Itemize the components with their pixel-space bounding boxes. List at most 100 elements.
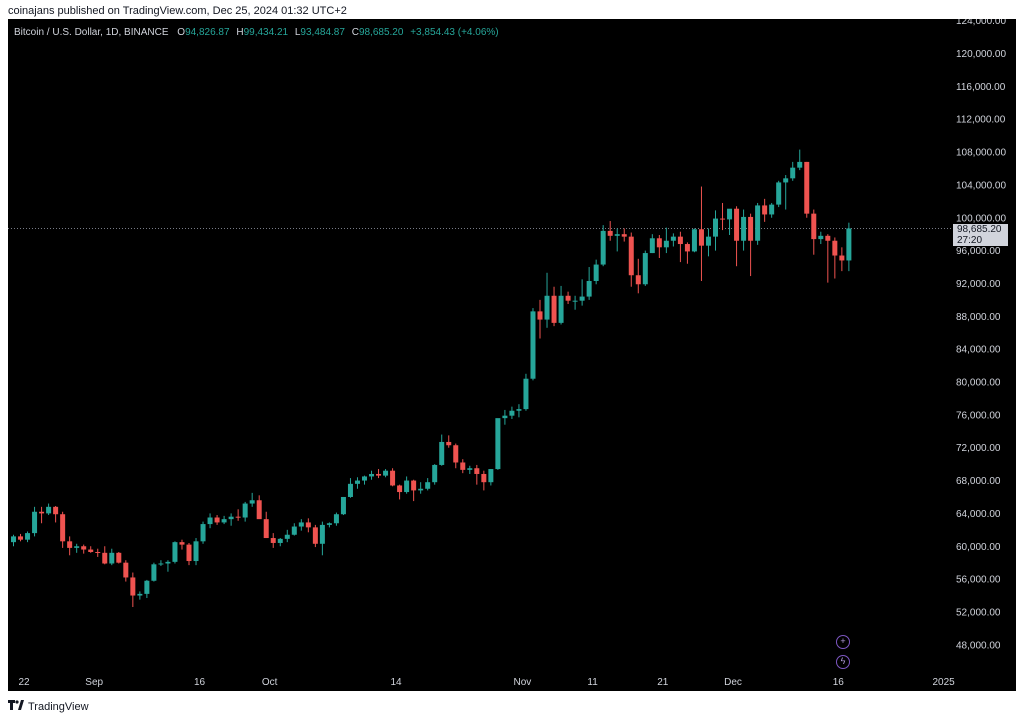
- y-tick-label: 108,000.00: [956, 148, 1006, 159]
- x-tick-label: Sep: [85, 677, 103, 688]
- candle-body: [123, 562, 129, 578]
- candle-body: [495, 418, 501, 470]
- candle-body: [593, 264, 599, 281]
- candle-body: [839, 255, 845, 261]
- candle-body: [705, 236, 711, 246]
- x-tick-label: Dec: [724, 677, 742, 688]
- candle-body: [263, 519, 269, 539]
- last-price-tag: 98,685.20 27:20: [953, 224, 1008, 246]
- candle-body: [383, 470, 389, 476]
- plus-circle-icon: +: [840, 636, 846, 646]
- candle-body: [32, 511, 38, 534]
- y-tick-label: 104,000.00: [956, 180, 1006, 191]
- candle-body: [586, 280, 592, 297]
- candle-body: [137, 593, 143, 596]
- candle-body: [516, 409, 522, 411]
- candle-body: [551, 295, 557, 323]
- candle-body: [193, 541, 199, 562]
- y-tick-label: 112,000.00: [956, 115, 1006, 126]
- candle-body: [677, 236, 683, 245]
- x-tick-label: 14: [390, 677, 402, 688]
- y-tick-label: 80,000.00: [956, 378, 1001, 389]
- candle-body: [488, 469, 494, 483]
- candle-body: [165, 561, 171, 564]
- y-tick-label: 72,000.00: [956, 443, 1001, 454]
- candle-body: [797, 161, 803, 168]
- candle-body: [326, 523, 332, 525]
- candle-body: [600, 230, 606, 265]
- candle-body: [537, 311, 543, 320]
- candle-body: [404, 480, 410, 493]
- candle-body: [432, 464, 438, 483]
- y-tick-label: 96,000.00: [956, 246, 1001, 257]
- symbol-legend[interactable]: Bitcoin / U.S. Dollar, 1D, BINANCE O94,8…: [14, 27, 503, 38]
- candle-body: [60, 514, 66, 542]
- candle-body: [460, 462, 466, 470]
- candle-body: [333, 514, 339, 524]
- tradingview-logo-icon: [8, 700, 24, 713]
- candle-body: [621, 234, 627, 237]
- candle-body: [25, 533, 31, 540]
- candle-body: [312, 527, 318, 544]
- add-indicator-button[interactable]: +: [836, 635, 850, 649]
- candle-body: [74, 546, 80, 548]
- y-tick-label: 100,000.00: [956, 213, 1006, 224]
- candlestick-chart[interactable]: 48,000.00 52,000.00 56,000.00 60,000.00 64,0…: [8, 19, 1016, 691]
- tradingview-brand-text: TradingView: [28, 700, 89, 713]
- candle-body: [207, 517, 213, 525]
- candle-body: [242, 503, 248, 518]
- candle-body: [565, 295, 571, 301]
- y-tick-label: 52,000.00: [956, 607, 1001, 618]
- candle-body: [340, 496, 346, 515]
- candle-body: [649, 238, 655, 254]
- candle-body: [720, 218, 726, 220]
- y-tick-label: 124,000.00: [956, 19, 1006, 27]
- symbol-name: Bitcoin / U.S. Dollar, 1D, BINANCE: [14, 27, 169, 38]
- candle-body: [783, 178, 789, 183]
- candle-body: [354, 480, 360, 484]
- candle-body: [684, 244, 690, 252]
- y-tick-label: 92,000.00: [956, 279, 1001, 290]
- candle-body: [635, 275, 641, 285]
- candle-body: [607, 230, 613, 236]
- candle-body: [88, 549, 94, 552]
- tradingview-branding[interactable]: TradingView: [8, 700, 89, 713]
- candle-body: [46, 506, 52, 514]
- candle-body: [270, 538, 276, 543]
- candle-body: [376, 473, 382, 476]
- high-value: 99,434.21: [243, 27, 289, 38]
- candle-body: [698, 229, 704, 246]
- candle-body: [474, 468, 480, 474]
- y-tick-label: 64,000.00: [956, 509, 1001, 520]
- candle-body: [530, 311, 536, 379]
- lightning-icon: ϟ: [840, 656, 846, 666]
- y-tick-label: 116,000.00: [956, 82, 1006, 93]
- candle-body: [214, 517, 220, 523]
- candle-body: [663, 240, 669, 248]
- x-tick-label: Oct: [262, 677, 278, 688]
- candle-body: [144, 580, 150, 594]
- chart-container[interactable]: 48,000.00 52,000.00 56,000.00 60,000.00 64,0…: [8, 19, 1016, 691]
- candle-body: [186, 544, 192, 562]
- candle-body: [39, 511, 45, 514]
- candle-body: [572, 300, 578, 302]
- candle-body: [53, 506, 59, 515]
- y-tick-label: 88,000.00: [956, 312, 1001, 323]
- close-value: 98,685.20: [358, 27, 404, 38]
- y-tick-label: 68,000.00: [956, 476, 1001, 487]
- published-caption: coinajans published on TradingView.com, …: [8, 5, 347, 17]
- low-label: L: [294, 27, 301, 38]
- candle-body: [116, 552, 122, 563]
- y-tick-label: 76,000.00: [956, 410, 1001, 421]
- candle-body: [228, 516, 234, 520]
- candle-body: [151, 564, 157, 581]
- close-label: C: [351, 27, 359, 38]
- lightning-button[interactable]: ϟ: [836, 655, 850, 669]
- candle-body: [558, 295, 564, 323]
- candle-body: [741, 216, 747, 241]
- y-tick-label: 84,000.00: [956, 345, 1001, 356]
- candle-body: [369, 473, 375, 477]
- candle-body: [811, 213, 817, 240]
- candle-body: [249, 500, 255, 504]
